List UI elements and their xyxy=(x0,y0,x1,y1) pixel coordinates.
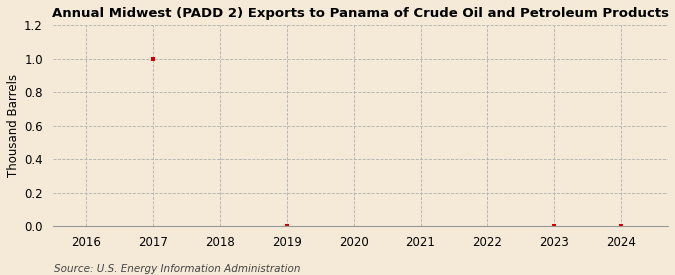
Text: Source: U.S. Energy Information Administration: Source: U.S. Energy Information Administ… xyxy=(54,264,300,274)
Y-axis label: Thousand Barrels: Thousand Barrels xyxy=(7,74,20,177)
Title: Annual Midwest (PADD 2) Exports to Panama of Crude Oil and Petroleum Products: Annual Midwest (PADD 2) Exports to Panam… xyxy=(52,7,669,20)
